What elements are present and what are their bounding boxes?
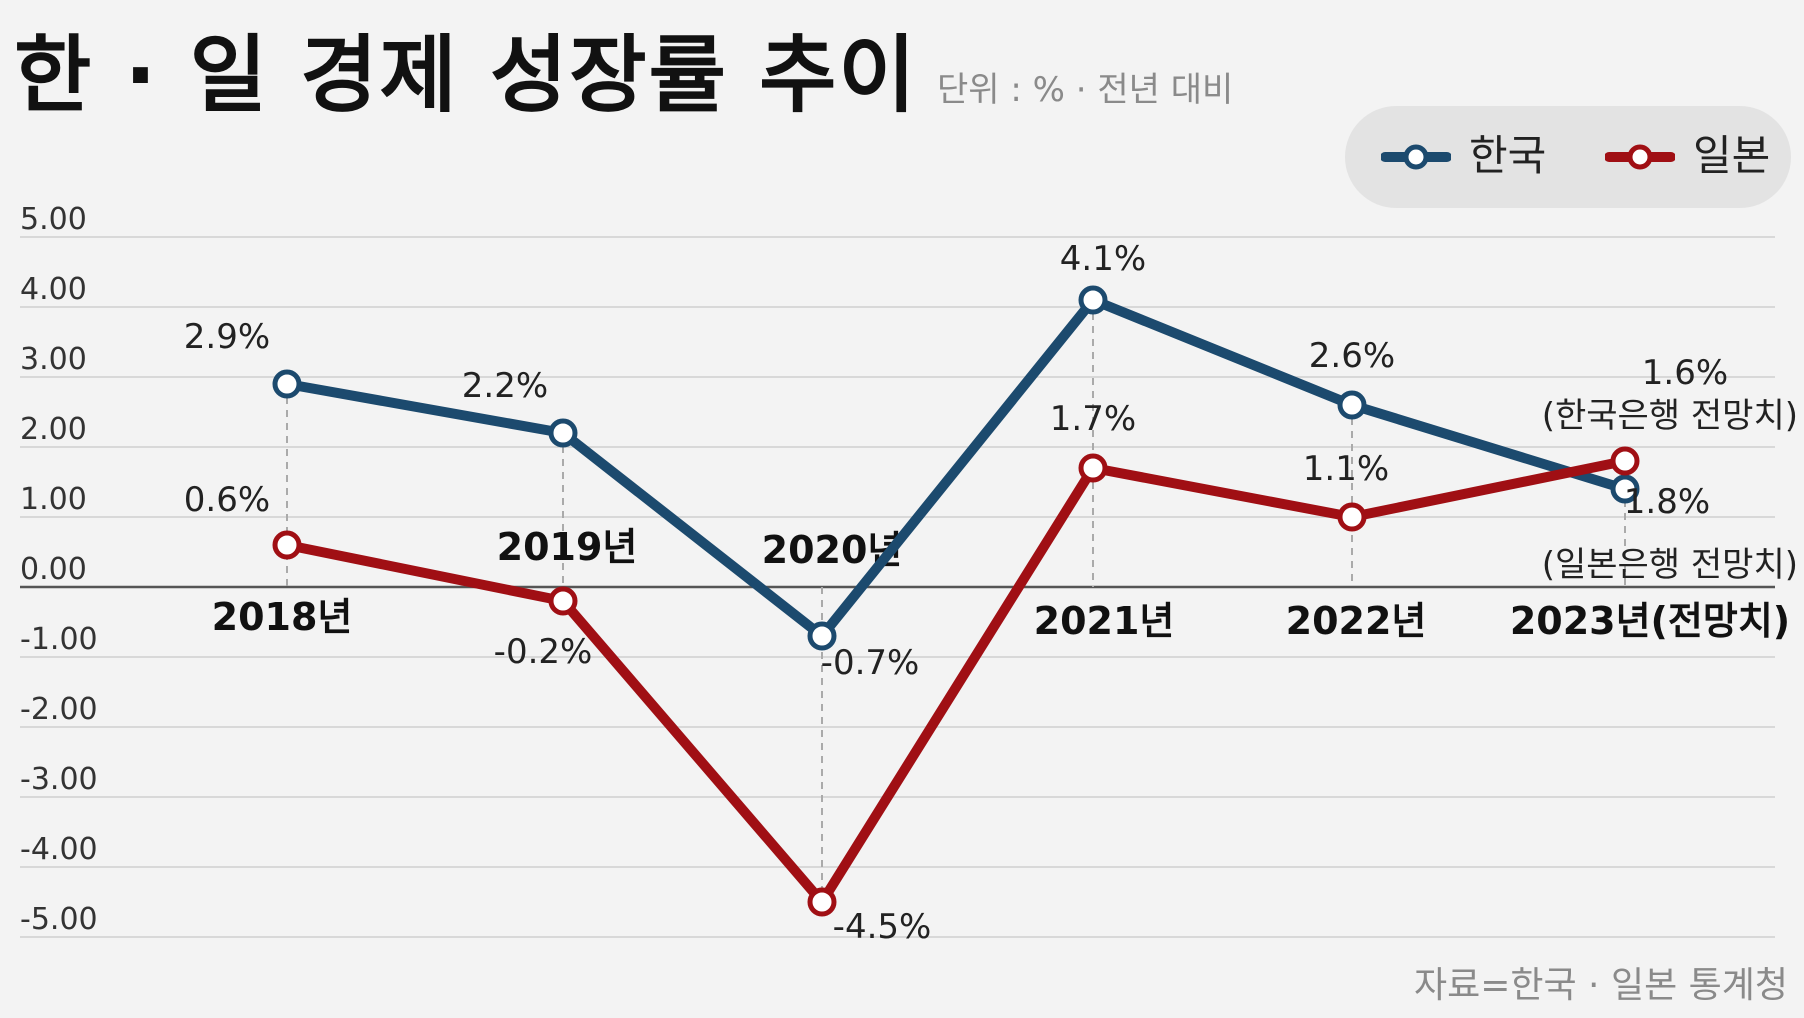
x-category-label: 2019년 — [497, 525, 638, 569]
data-label-korea: 4.1% — [1060, 239, 1146, 279]
data-label-japan: 1.8% — [1624, 482, 1710, 522]
source-note: 자료=한국 · 일본 통계청 — [1413, 965, 1788, 1006]
x-category-label: 2022년 — [1286, 599, 1427, 643]
data-point-korea — [1610, 474, 1640, 504]
data-point-korea — [1337, 390, 1367, 420]
y-tick-label: 1.00 — [20, 482, 87, 517]
x-category-label: 2018년 — [212, 595, 353, 639]
data-label-japan: 1.7% — [1050, 399, 1136, 439]
x-category-label: 2023년(전망치) — [1510, 599, 1790, 643]
data-point-japan — [1610, 446, 1640, 476]
annotation-japan: (일본은행 전망치) — [1542, 545, 1798, 585]
annotation-korea: (한국은행 전망치) — [1542, 396, 1798, 436]
chart-title: 한 · 일 경제 성장률 추이 — [14, 26, 918, 124]
data-label-korea: -0.7% — [821, 643, 920, 683]
y-tick-label: -1.00 — [20, 622, 98, 657]
data-point-korea — [1078, 285, 1108, 315]
data-point-japan — [272, 530, 302, 560]
data-label-japan: -0.2% — [494, 632, 593, 672]
data-label-japan: 1.1% — [1303, 449, 1389, 489]
data-label-korea: 2.2% — [462, 366, 548, 406]
y-tick-label: -2.00 — [20, 692, 98, 727]
data-point-japan — [1337, 502, 1367, 532]
series-line-japan — [282, 456, 1630, 907]
unit-note: 단위 : % · 전년 대비 — [937, 70, 1234, 110]
y-tick-label: -4.00 — [20, 832, 98, 867]
series-line-korea — [282, 295, 1630, 641]
y-tick-label: 3.00 — [20, 342, 87, 377]
y-tick-label: 0.00 — [20, 552, 87, 587]
y-tick-label: 4.00 — [20, 272, 87, 307]
data-point-japan — [1078, 453, 1108, 483]
y-tick-label: 5.00 — [20, 202, 87, 237]
legend-marker-japan-icon — [1605, 144, 1675, 170]
data-point-korea — [807, 621, 837, 651]
y-tick-label: -3.00 — [20, 762, 98, 797]
data-label-japan: 0.6% — [184, 480, 270, 520]
legend-marker-korea-icon — [1381, 144, 1451, 170]
data-point-japan — [548, 586, 578, 616]
legend-label-japan: 일본 — [1693, 131, 1771, 180]
data-label-korea: 2.9% — [184, 317, 270, 357]
data-label-japan: -4.5% — [833, 907, 932, 947]
x-category-label: 2021년 — [1034, 599, 1175, 643]
data-point-japan — [807, 887, 837, 917]
data-label-korea: 2.6% — [1309, 336, 1395, 376]
y-tick-label: -5.00 — [20, 902, 98, 937]
legend: 한국 일본 — [1345, 106, 1791, 208]
data-label-korea: 1.6% — [1642, 353, 1728, 393]
data-point-korea — [548, 418, 578, 448]
data-point-korea — [272, 369, 302, 399]
y-tick-label: 2.00 — [20, 412, 87, 447]
legend-label-korea: 한국 — [1469, 131, 1547, 180]
